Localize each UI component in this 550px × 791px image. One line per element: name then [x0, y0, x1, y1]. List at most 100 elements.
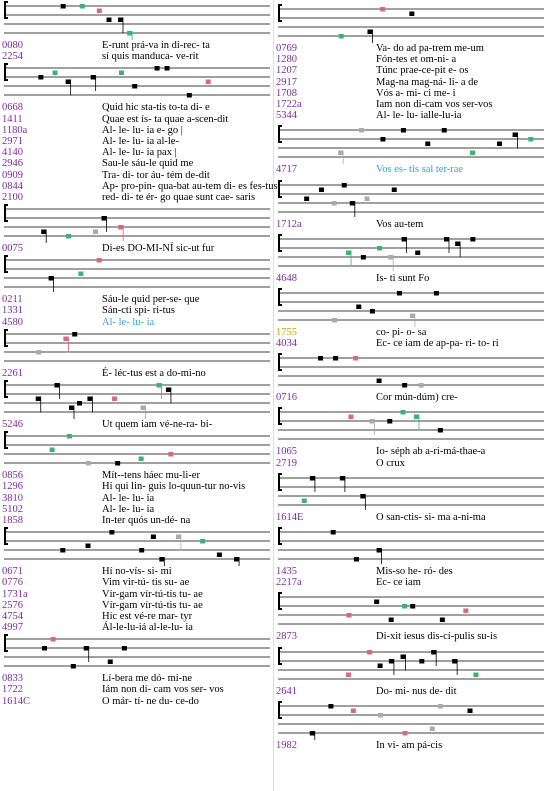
staff — [278, 700, 544, 740]
lyric-text: Lí-bera me dó- mi-ne — [102, 673, 193, 685]
lyric-text: Fón-tes et om-ni- a — [376, 54, 457, 66]
neume — [107, 659, 113, 665]
lyric-row: 2873 Di-xit iesus dis-cí-pulis su-is — [276, 631, 546, 642]
lyric-text: Al- le- lu- ia e- go | — [102, 124, 183, 136]
chant-id: 2100 — [2, 191, 23, 203]
chant-id: 1722 — [2, 684, 23, 696]
neume — [419, 658, 425, 664]
neume — [443, 236, 449, 242]
neume — [309, 730, 315, 736]
neume — [353, 557, 359, 562]
neume — [388, 617, 394, 623]
neume — [437, 703, 443, 709]
lyric-text: Túnc prae-ce-pit e- os — [376, 65, 469, 77]
neume — [396, 290, 402, 296]
clef — [4, 63, 8, 82]
lyric-text: Al- le- lu- ia — [102, 492, 155, 504]
lyric-row: 2971 Al- le- lu- ia al-le- — [2, 136, 273, 147]
neume — [400, 128, 406, 133]
neume — [36, 349, 42, 355]
neume — [85, 461, 91, 466]
clef — [4, 527, 8, 546]
neume — [431, 649, 437, 655]
neume — [318, 187, 324, 192]
staff — [278, 472, 544, 510]
chant-id: 1712a — [276, 218, 302, 230]
neume — [409, 11, 415, 16]
clef — [4, 1, 8, 19]
neume — [367, 649, 373, 655]
neume — [341, 182, 347, 187]
lyric-row: 0075 Di-es DO-MI-NÍ sic-ut fur — [2, 243, 273, 254]
lyric-text: Sán-cti spi- ri-tus — [102, 305, 175, 317]
chant-id: 2873 — [276, 631, 297, 643]
clef — [278, 700, 282, 719]
lyric-row: 3810 Al- le- lu- ia — [2, 493, 273, 504]
lyric-row: 5246 Ut quem iam vé-ne-ra- bi- — [2, 419, 273, 430]
neume — [353, 356, 359, 361]
chant-id: 4997 — [2, 622, 23, 634]
lyric-text: Va- do ad pa-trem me-um — [376, 43, 484, 54]
lyric-text: Cor mún-dúm) cre- — [376, 392, 458, 404]
lyric-row: 1280 Fón-tes et om-ni- a — [276, 54, 546, 65]
staff — [278, 4, 544, 43]
neume — [87, 396, 93, 401]
chant-id: 2946 — [2, 158, 23, 170]
neume — [470, 236, 476, 242]
neume — [132, 84, 138, 89]
lyric-text: Al- le- lu- ialle-lu-ia — [376, 110, 462, 122]
lyric-row: 0769 Va- do ad pa-trem me-um — [276, 43, 546, 54]
neume — [402, 604, 408, 609]
chant-id: 0075 — [2, 243, 23, 255]
neume — [400, 654, 406, 659]
neume — [154, 66, 160, 71]
neume — [356, 304, 362, 309]
staff — [278, 287, 544, 327]
chant-id: 3810 — [2, 492, 23, 504]
neume — [117, 17, 123, 22]
chant-id: 4140 — [2, 147, 23, 159]
lyric-text: Vós a- mi- ci me- i — [376, 87, 456, 99]
neume — [52, 70, 58, 76]
lyric-text: Hí no-vís- si- mi — [102, 566, 172, 578]
neume — [415, 250, 421, 255]
neume — [346, 672, 352, 677]
neume — [70, 664, 76, 669]
lyric-text: Ec- ce iam de ap-pa- ri- to- ri — [376, 338, 499, 350]
lyric-row: 0844 Ap- pro-pin- qua-bat au-tem di- es f… — [2, 181, 278, 192]
neume — [330, 530, 336, 535]
column: 0080 E-runt prá-va in di-rec- ta 2254 sí qu… — [0, 0, 278, 791]
chant-id: 5102 — [2, 503, 23, 515]
neume — [205, 79, 211, 85]
clef — [278, 527, 282, 545]
staff — [278, 592, 544, 625]
neume — [92, 229, 98, 235]
lyric-text: Al- le- lu- ia — [102, 316, 155, 328]
neume — [338, 150, 344, 156]
lyric-text: É- léc-tus est a do-mi-no — [102, 367, 206, 379]
neume — [35, 396, 41, 401]
neume — [463, 608, 469, 614]
neume — [101, 216, 107, 221]
neume — [346, 613, 352, 618]
lyric-text: Híc est vé-re mar- tyr — [102, 610, 193, 622]
lyric-row: 2946 Sau-le sáu-le quid me — [2, 158, 273, 169]
lyric-row: 0856 Mít--tens háec mu-li-er — [2, 470, 273, 481]
lyric-row: 2217a Ec- ce iam — [276, 577, 546, 588]
lyric-row: 1712a Vos au-tem — [276, 219, 546, 230]
neume — [121, 646, 127, 651]
neume — [112, 396, 118, 401]
clef — [278, 125, 282, 144]
neume — [433, 290, 439, 296]
lyric-text: O már- tí- ne du- ce-do — [102, 695, 199, 707]
neume — [528, 137, 534, 142]
chant-id: 4717 — [276, 164, 297, 176]
lyric-row: 1207 Túnc prae-ce-pit e- os — [276, 65, 546, 76]
chant-id: 0909 — [2, 169, 23, 181]
lyric-text: co- pi- o- sa — [376, 326, 427, 338]
neume — [90, 75, 96, 80]
neume — [401, 236, 407, 242]
lyric-row: 0833 Lí-bera me dó- mi-ne — [2, 673, 273, 684]
lyric-text: In-ter quós un-dé- na — [102, 514, 191, 526]
